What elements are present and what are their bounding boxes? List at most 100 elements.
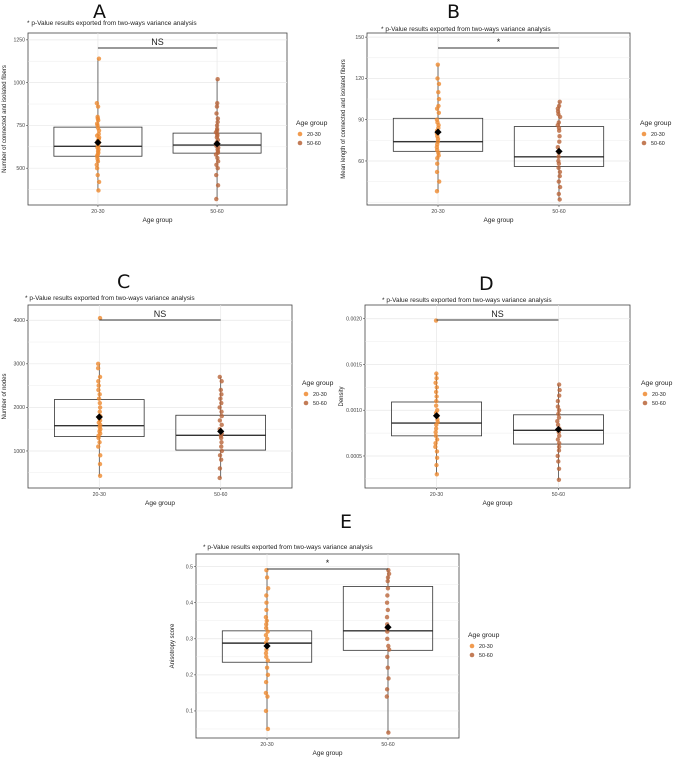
data-point-20-30 — [263, 690, 269, 696]
y-tick-label: 1000 — [13, 449, 25, 455]
data-point-50-60 — [557, 197, 562, 202]
data-point-50-60 — [555, 453, 560, 459]
data-point-20-30 — [96, 444, 101, 449]
data-point-50-60 — [557, 433, 562, 439]
x-tick-label: 50-60 — [381, 742, 394, 748]
data-point-50-60 — [215, 159, 221, 164]
data-point-20-30 — [264, 636, 270, 641]
data-point-50-60 — [219, 444, 224, 449]
significance-label: * — [326, 558, 330, 568]
data-point-50-60 — [217, 466, 223, 471]
significance-label: NS — [151, 37, 164, 47]
y-axis-title: Number of connected and isolated fibers — [2, 65, 8, 173]
data-point-20-30 — [433, 318, 439, 323]
y-axis-title: Number of nodes — [2, 373, 8, 419]
data-point-50-60 — [385, 629, 390, 634]
x-tick-label: 50-60 — [552, 492, 565, 498]
y-tick-label: 2000 — [13, 405, 25, 411]
data-point-20-30 — [436, 179, 442, 184]
data-point-20-30 — [264, 618, 269, 623]
y-tick-label: 0.0015 — [346, 362, 362, 368]
data-point-20-30 — [264, 654, 269, 660]
data-point-20-30 — [434, 455, 440, 461]
data-point-50-60 — [555, 398, 561, 404]
significance-label: NS — [154, 309, 167, 319]
legend-title: Age group — [302, 380, 334, 387]
data-point-20-30 — [96, 188, 101, 193]
data-point-50-60 — [557, 139, 562, 144]
legend-item: 20-30 — [652, 392, 666, 398]
data-point-50-60 — [557, 169, 563, 175]
legend-item: 20-30 — [307, 132, 321, 138]
data-point-50-60 — [556, 415, 562, 420]
data-point-50-60 — [556, 459, 561, 464]
mean-marker — [432, 412, 441, 420]
y-tick-label: 1000 — [13, 80, 25, 86]
data-point-20-30 — [435, 156, 440, 161]
plot-frame — [364, 304, 631, 489]
data-point-20-30 — [96, 118, 101, 123]
data-point-50-60 — [215, 166, 220, 171]
panel-c: C * p-Value results exported from two-way… — [2, 271, 334, 507]
p-value-note: * p-Value results exported from two-ways… — [27, 20, 197, 27]
data-point-50-60 — [385, 593, 390, 598]
legend-key — [303, 391, 309, 397]
data-point-20-30 — [265, 694, 270, 699]
data-point-20-30 — [97, 400, 103, 406]
data-point-50-60 — [385, 607, 391, 613]
x-axis-title: Age group — [145, 500, 175, 507]
data-point-50-60 — [213, 152, 219, 157]
data-point-20-30 — [434, 106, 440, 111]
data-point-50-60 — [219, 440, 224, 445]
data-point-50-60 — [386, 643, 391, 649]
y-tick-label: 0.0010 — [346, 408, 362, 414]
x-axis-title: Age group — [143, 217, 173, 224]
panel-letter: E — [340, 511, 352, 533]
mean-marker — [213, 140, 221, 148]
y-tick-label: 120 — [355, 76, 364, 82]
data-point-20-30 — [95, 172, 100, 178]
data-point-50-60 — [219, 409, 224, 414]
data-point-50-60 — [555, 404, 561, 409]
data-point-20-30 — [434, 422, 439, 428]
y-axis-title: Density — [339, 386, 345, 406]
data-point-50-60 — [557, 99, 562, 105]
data-point-20-30 — [264, 575, 270, 580]
legend-key — [642, 400, 648, 406]
data-point-20-30 — [98, 453, 103, 458]
data-point-20-30 — [435, 161, 440, 166]
data-point-20-30 — [434, 371, 439, 376]
y-tick-label: 0.2 — [186, 673, 193, 679]
panel-letter: D — [479, 273, 494, 295]
data-point-20-30 — [434, 462, 439, 468]
mean-marker — [95, 413, 103, 421]
data-point-50-60 — [556, 382, 562, 387]
data-point-50-60 — [556, 477, 562, 482]
data-point-50-60 — [555, 437, 561, 442]
y-tick-label: 4000 — [13, 318, 25, 324]
data-point-50-60 — [557, 134, 562, 139]
mean-marker — [217, 427, 225, 435]
data-point-50-60 — [219, 392, 224, 397]
data-point-50-60 — [557, 393, 562, 398]
data-point-20-30 — [434, 189, 440, 194]
data-point-50-60 — [215, 183, 221, 188]
x-tick-label: 50-60 — [552, 209, 565, 215]
data-point-20-30 — [264, 665, 270, 670]
data-point-20-30 — [263, 651, 269, 656]
data-point-50-60 — [384, 687, 390, 692]
legend-item: 20-30 — [313, 392, 327, 398]
data-point-20-30 — [436, 89, 441, 95]
data-point-20-30 — [264, 593, 269, 598]
data-point-50-60 — [219, 413, 224, 419]
data-point-50-60 — [219, 422, 224, 428]
data-point-20-30 — [433, 426, 439, 431]
data-point-20-30 — [264, 607, 269, 613]
data-point-50-60 — [385, 665, 390, 670]
panel-b: B * p-Value results exported from two-way… — [341, 1, 672, 224]
panel-d: D * p-Value results exported from two-way… — [339, 273, 673, 507]
data-point-20-30 — [264, 622, 269, 627]
data-point-20-30 — [433, 444, 438, 450]
plot-frame — [366, 32, 631, 206]
data-point-20-30 — [436, 96, 442, 102]
